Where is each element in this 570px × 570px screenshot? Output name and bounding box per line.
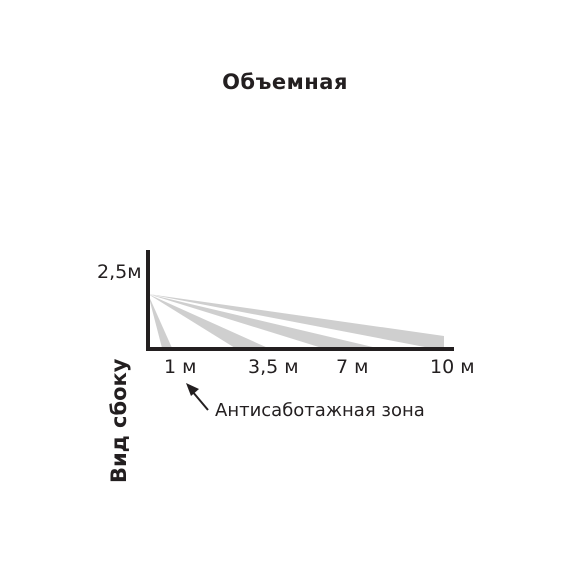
beam-near <box>148 294 268 348</box>
beam-mid <box>148 294 377 348</box>
diagram-title: Объемная <box>222 70 348 94</box>
arrow-icon <box>186 383 209 411</box>
tamper-zone-label: Антисаботажная зона <box>215 400 425 421</box>
detection-beams <box>148 294 444 348</box>
axes <box>146 250 454 351</box>
distance-label-7m: 7 м <box>336 356 368 378</box>
beam-far <box>148 294 444 348</box>
side-view-label: Вид сбоку <box>107 358 131 483</box>
beam-antitamper <box>148 294 172 348</box>
height-label: 2,5м <box>97 261 142 283</box>
distance-label-1m: 1 м <box>164 356 196 378</box>
distance-label-10m: 10 м <box>430 356 475 378</box>
distance-label-3-5m: 3,5 м <box>248 356 299 378</box>
